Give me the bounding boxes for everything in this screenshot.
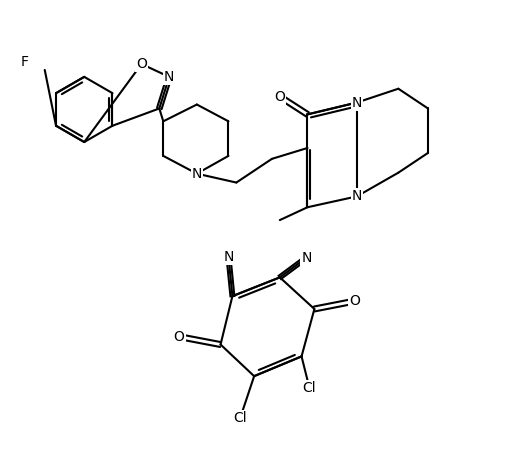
Text: O: O: [275, 89, 285, 104]
Text: N: N: [223, 250, 234, 264]
Text: N: N: [352, 95, 362, 109]
Text: N: N: [352, 189, 362, 203]
Text: O: O: [349, 294, 361, 308]
Text: N: N: [192, 167, 202, 181]
Text: Cl: Cl: [303, 381, 316, 395]
Text: F: F: [21, 55, 29, 69]
Text: N: N: [164, 70, 174, 84]
Text: O: O: [136, 57, 147, 71]
Text: N: N: [301, 251, 312, 265]
Text: O: O: [174, 330, 184, 344]
Text: Cl: Cl: [234, 410, 247, 424]
